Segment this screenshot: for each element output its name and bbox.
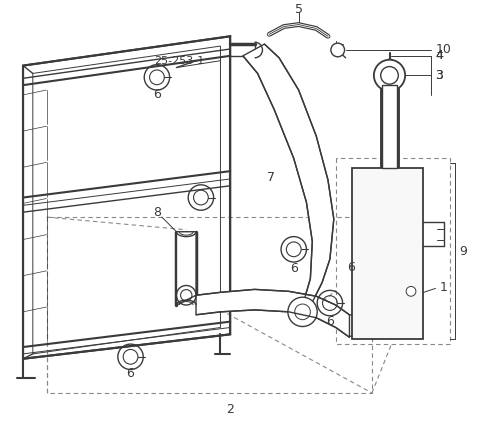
Text: 5: 5 — [295, 3, 302, 16]
Polygon shape — [243, 44, 334, 321]
Text: 10: 10 — [435, 44, 451, 56]
Text: 7: 7 — [267, 172, 275, 184]
Text: 8: 8 — [153, 206, 161, 219]
Circle shape — [288, 297, 317, 327]
Text: 6: 6 — [153, 89, 161, 101]
Text: 4: 4 — [435, 49, 444, 62]
Polygon shape — [382, 85, 397, 168]
Text: 6: 6 — [348, 262, 355, 274]
Circle shape — [374, 60, 405, 91]
Text: 6: 6 — [326, 315, 334, 328]
Circle shape — [295, 304, 311, 320]
Text: 3: 3 — [435, 69, 444, 82]
Text: 25-253-1: 25-253-1 — [154, 56, 204, 66]
Circle shape — [406, 286, 416, 296]
Text: 1: 1 — [439, 281, 447, 294]
FancyBboxPatch shape — [352, 168, 423, 339]
Text: 3: 3 — [435, 69, 444, 82]
Polygon shape — [177, 232, 196, 305]
Text: 6: 6 — [127, 367, 134, 380]
Text: 2: 2 — [226, 403, 234, 416]
Polygon shape — [196, 289, 349, 337]
Circle shape — [331, 43, 345, 57]
Circle shape — [381, 67, 398, 84]
Text: 4: 4 — [435, 49, 444, 62]
Text: 6: 6 — [290, 262, 298, 275]
Text: 9: 9 — [459, 245, 467, 258]
